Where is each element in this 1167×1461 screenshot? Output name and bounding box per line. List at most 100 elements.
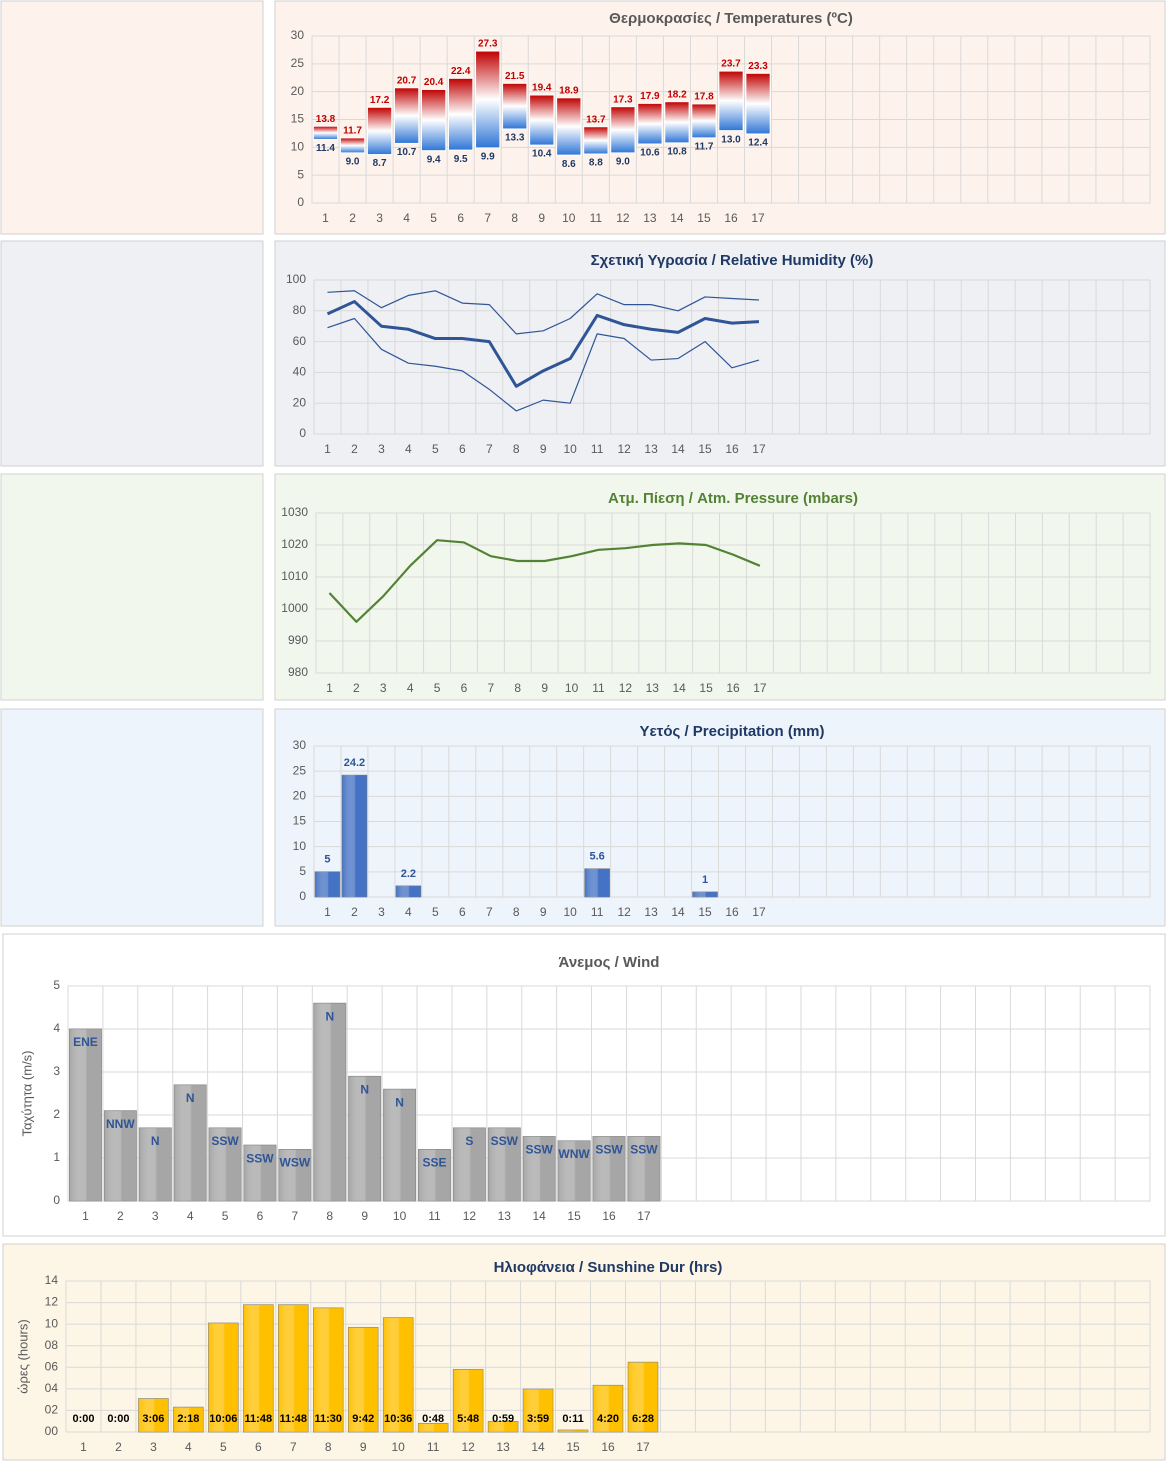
y-tick-label: 20 bbox=[291, 84, 305, 98]
y-tick-label: 1020 bbox=[281, 537, 308, 551]
range-bar bbox=[475, 50, 501, 149]
min-label: 10.4 bbox=[532, 149, 552, 160]
max-label: 20.7 bbox=[397, 75, 417, 86]
side-panel bbox=[0, 708, 264, 927]
direction-label: N bbox=[325, 1009, 334, 1023]
range-bar bbox=[718, 70, 744, 132]
y-tick-label: 04 bbox=[45, 1381, 59, 1395]
min-label: 8.8 bbox=[589, 158, 603, 169]
x-tick-label: 15 bbox=[566, 1440, 580, 1454]
max-label: 17.8 bbox=[694, 92, 714, 103]
y-tick-label: 0 bbox=[299, 426, 306, 440]
value-label: 0:59 bbox=[492, 1413, 514, 1425]
max-label: 23.3 bbox=[748, 61, 768, 72]
range-bar bbox=[393, 87, 420, 144]
x-tick-label: 6 bbox=[459, 905, 466, 919]
bar-shine bbox=[523, 1136, 556, 1201]
value-label: 5.6 bbox=[590, 851, 605, 863]
max-label: 20.4 bbox=[424, 77, 444, 88]
x-tick-label: 7 bbox=[290, 1440, 297, 1454]
bar-shine bbox=[383, 1089, 416, 1201]
x-tick-label: 5 bbox=[432, 905, 439, 919]
x-tick-label: 11 bbox=[428, 1209, 441, 1223]
x-tick-label: 10 bbox=[392, 1440, 406, 1454]
max-label: 22.4 bbox=[451, 66, 471, 77]
value-label: 11:30 bbox=[314, 1413, 342, 1425]
direction-label: N bbox=[360, 1082, 369, 1096]
range-bar bbox=[312, 125, 339, 141]
max-label: 19.4 bbox=[532, 83, 552, 94]
y-tick-label: 80 bbox=[293, 303, 307, 317]
value-label: 4:20 bbox=[597, 1413, 619, 1425]
x-tick-label: 12 bbox=[617, 442, 631, 456]
bar-shine bbox=[383, 1317, 414, 1432]
x-tick-label: 13 bbox=[498, 1209, 512, 1223]
y-tick-label: 10 bbox=[293, 839, 307, 853]
bar-shine bbox=[558, 1140, 591, 1201]
bar-shine bbox=[453, 1127, 486, 1201]
min-label: 10.6 bbox=[640, 148, 660, 159]
x-tick-label: 3 bbox=[378, 442, 385, 456]
y-tick-label: 5 bbox=[297, 167, 304, 181]
y-tick-label: 100 bbox=[286, 272, 306, 286]
x-tick-label: 13 bbox=[496, 1440, 510, 1454]
x-tick-label: 1 bbox=[322, 211, 329, 225]
x-tick-label: 5 bbox=[220, 1440, 227, 1454]
x-tick-label: 1 bbox=[324, 442, 331, 456]
bar-shine bbox=[395, 885, 421, 897]
min-label: 9.0 bbox=[346, 157, 360, 168]
bar-shine bbox=[418, 1149, 451, 1201]
y-tick-label: 0 bbox=[53, 1193, 60, 1207]
x-tick-label: 14 bbox=[531, 1440, 545, 1454]
x-tick-label: 12 bbox=[463, 1209, 477, 1223]
bar-shine bbox=[139, 1127, 172, 1201]
direction-label: WSW bbox=[280, 1156, 311, 1170]
y-tick-label: 06 bbox=[45, 1359, 59, 1373]
x-tick-label: 3 bbox=[378, 905, 385, 919]
y-tick-label: 02 bbox=[45, 1403, 59, 1417]
range-bar bbox=[339, 137, 366, 154]
value-label: 10:06 bbox=[209, 1413, 237, 1425]
x-tick-label: 2 bbox=[115, 1440, 122, 1454]
y-tick-label: 2 bbox=[53, 1107, 60, 1121]
x-tick-label: 7 bbox=[484, 211, 491, 225]
x-tick-label: 3 bbox=[152, 1209, 159, 1223]
x-tick-label: 2 bbox=[117, 1209, 124, 1223]
x-tick-label: 11 bbox=[591, 442, 604, 456]
x-tick-label: 17 bbox=[637, 1209, 651, 1223]
max-label: 17.3 bbox=[613, 94, 633, 105]
bar-shine bbox=[348, 1076, 381, 1201]
x-tick-label: 6 bbox=[459, 442, 466, 456]
chart-title: Σχετική Υγρασία / Relative Humidity (%) bbox=[591, 252, 874, 269]
direction-label: SSE bbox=[422, 1156, 446, 1170]
range-bar bbox=[556, 97, 582, 156]
y-tick-label: 25 bbox=[291, 56, 305, 70]
x-tick-label: 3 bbox=[150, 1440, 157, 1454]
max-label: 18.2 bbox=[667, 89, 687, 100]
x-tick-label: 16 bbox=[725, 442, 739, 456]
plot-area bbox=[313, 279, 1151, 435]
x-tick-label: 17 bbox=[752, 442, 766, 456]
bar-shine bbox=[593, 1385, 623, 1432]
x-tick-label: 10 bbox=[393, 1209, 407, 1223]
direction-label: N bbox=[395, 1095, 404, 1109]
side-panel bbox=[0, 0, 264, 235]
bar-shine bbox=[692, 891, 718, 897]
min-label: 9.4 bbox=[427, 154, 441, 165]
y-tick-label: 15 bbox=[293, 814, 307, 828]
x-tick-label: 10 bbox=[562, 211, 576, 225]
range-bar bbox=[664, 101, 690, 144]
line-series bbox=[327, 290, 760, 335]
x-tick-label: 2 bbox=[349, 211, 356, 225]
x-tick-label: 8 bbox=[325, 1440, 332, 1454]
direction-label: ENE bbox=[73, 1035, 98, 1049]
x-tick-label: 5 bbox=[434, 681, 441, 695]
y-tick-label: 0 bbox=[299, 889, 306, 903]
x-tick-label: 9 bbox=[360, 1440, 367, 1454]
bar-shine bbox=[209, 1127, 242, 1201]
x-tick-label: 8 bbox=[514, 681, 521, 695]
min-label: 9.9 bbox=[481, 152, 495, 163]
value-label: 6:28 bbox=[632, 1413, 654, 1425]
y-tick-label: 40 bbox=[293, 365, 307, 379]
x-tick-label: 9 bbox=[361, 1209, 368, 1223]
